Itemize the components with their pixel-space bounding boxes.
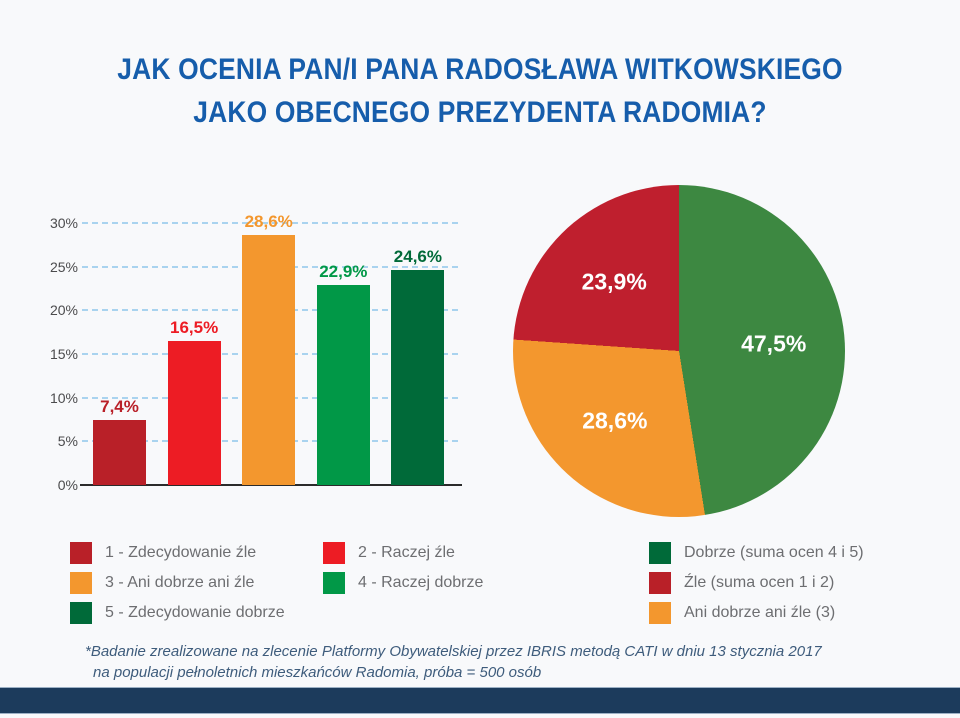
y-axis-tick-label: 30%	[49, 215, 78, 231]
legend-label: 5 - Zdecydowanie dobrze	[105, 603, 285, 621]
y-axis-tick-label: 10%	[49, 389, 78, 406]
bar-value-label: 24,6%	[393, 247, 442, 267]
y-axis-tick-label: 0%	[57, 477, 78, 493]
footnote: *Badanie zrealizowane na zlecenie Platfo…	[85, 641, 822, 683]
y-axis-tick-label: 15%	[49, 346, 78, 362]
bar-value-label: 16,5%	[169, 317, 219, 337]
y-axis-tick-label: 5%	[57, 433, 78, 450]
x-axis-line	[80, 484, 462, 486]
legend-swatch	[323, 571, 345, 594]
pie-chart-legend: Dobrze (suma ocen 4 i 5) Źle (suma ocen 1…	[649, 541, 864, 624]
legend-label: 3 - Ani dobrze ani źle	[105, 573, 255, 591]
pie-slice-label: 47,5%	[741, 330, 807, 357]
legend-swatch	[70, 541, 92, 564]
bar-chart: 0% 5% 10% 15% 20% 25% 30% 7,4% 16,5% 28,6% 22,9% 24…	[40, 200, 470, 500]
legend-label: Dobrze (suma ocen 4 i 5)	[684, 543, 864, 561]
bar-value-label: 28,6%	[244, 212, 293, 232]
legend-label: Ani dobrze ani źle (3)	[684, 603, 836, 621]
y-axis-tick-label: 25%	[49, 258, 78, 275]
legend-label: Źle (suma ocen 1 i 2)	[684, 573, 835, 591]
bar-4	[316, 285, 370, 485]
title-line-1: JAK OCENIA PAN/I PANA RADOSŁAWA WITKOWSK…	[117, 53, 843, 86]
page-title: JAK OCENIA PAN/I PANA RADOSŁAWA WITKOWSK…	[58, 48, 903, 134]
legend-item: 3 - Ani dobrze ani źle	[70, 571, 323, 594]
pie-chart: 47,5% 28,6% 23,9%	[513, 185, 845, 517]
bar-5	[391, 270, 445, 485]
legend-swatch	[649, 541, 671, 564]
footnote-line-1: *Badanie zrealizowane na zlecenie Platfo…	[85, 643, 822, 660]
bar-value-label: 7,4%	[100, 397, 139, 417]
legend-item: Ani dobrze ani źle (3)	[649, 601, 864, 624]
legend-item: 2 - Raczej źle	[323, 541, 483, 564]
legend-swatch	[649, 601, 671, 624]
legend-item: 4 - Raczej dobrze	[323, 571, 483, 594]
legend-item: 1 - Zdecydowanie źle	[70, 541, 323, 564]
footnote-line-2: na populacji pełnoletnich mieszkańców Ra…	[93, 664, 542, 681]
bar-1	[93, 420, 146, 485]
legend-item: 5 - Zdecydowanie dobrze	[70, 601, 323, 624]
gridline-30%	[82, 222, 458, 224]
legend-swatch	[323, 541, 345, 564]
bar-2	[167, 340, 221, 485]
footer-bar	[0, 688, 960, 713]
legend-swatch	[649, 571, 671, 594]
bar-3	[242, 235, 296, 485]
y-axis-tick-label: 20%	[49, 302, 78, 319]
legend-swatch	[70, 571, 92, 594]
bar-value-label: 22,9%	[319, 262, 368, 282]
legend-label: 1 - Zdecydowanie źle	[105, 543, 257, 561]
pie-slice-label: 23,9%	[581, 268, 647, 295]
bar-chart-legend: 1 - Zdecydowanie źle 2 - Raczej źle 3 - An…	[70, 541, 483, 624]
legend-swatch	[70, 601, 92, 624]
legend-label: 4 - Raczej dobrze	[358, 573, 484, 591]
legend-item: Dobrze (suma ocen 4 i 5)	[649, 541, 864, 564]
title-line-2: JAKO OBECNEGO PREZYDENTA RADOMIA?	[193, 96, 767, 129]
pie-slice-label: 28,6%	[582, 407, 648, 434]
legend-item: Źle (suma ocen 1 i 2)	[649, 571, 864, 594]
legend-label: 2 - Raczej źle	[358, 543, 455, 561]
